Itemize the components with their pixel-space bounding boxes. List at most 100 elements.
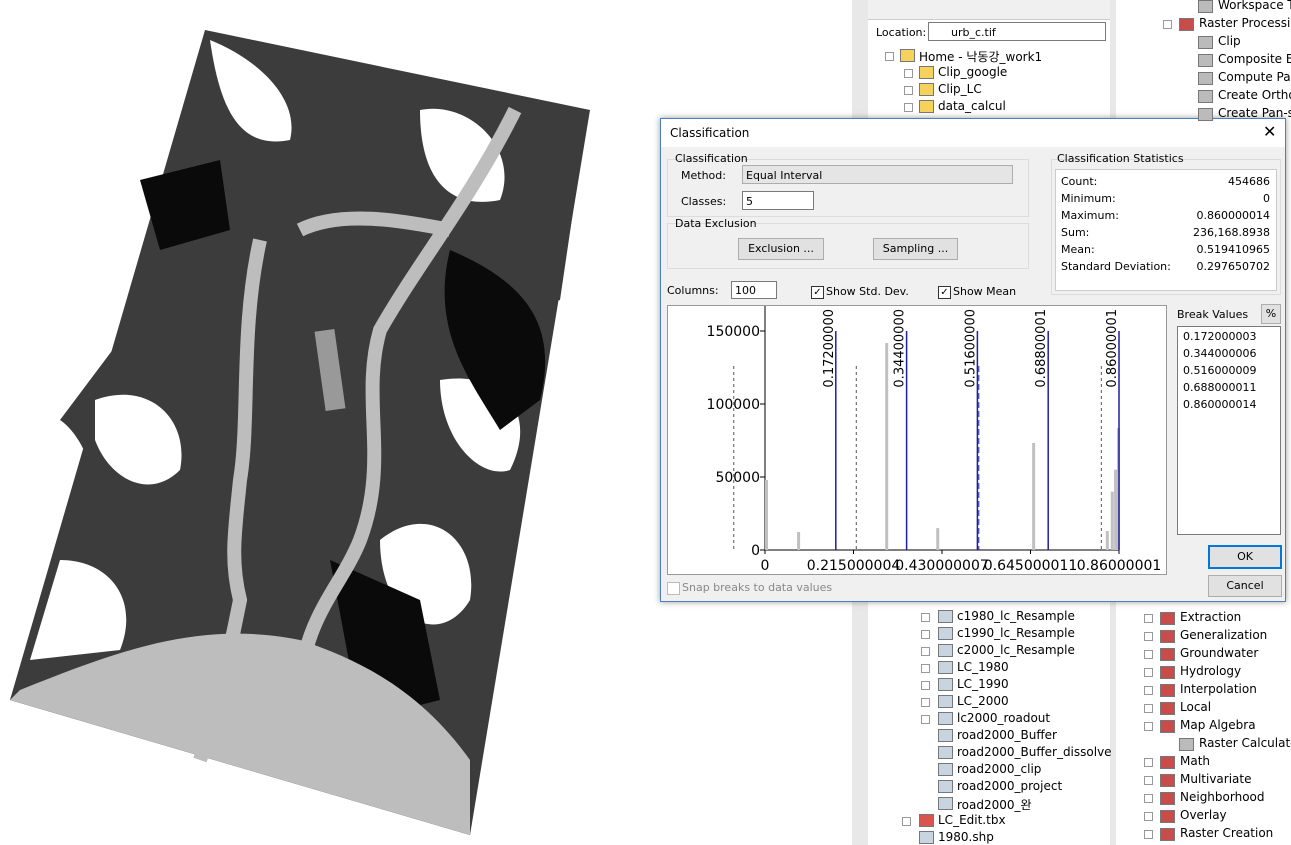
expander[interactable]: [1144, 650, 1153, 659]
item-icon: [1179, 18, 1194, 31]
tool-item[interactable]: Clip: [1218, 34, 1241, 48]
item-icon: [938, 729, 953, 742]
tool-item[interactable]: Raster Creation: [1180, 826, 1273, 840]
tool-item[interactable]: Groundwater: [1180, 646, 1258, 660]
sampling-button[interactable]: Sampling ...: [873, 238, 958, 260]
bar: [1106, 531, 1109, 550]
title-bar: [661, 119, 1285, 147]
expander[interactable]: [1163, 20, 1172, 29]
catalog-item[interactable]: LC_1990: [957, 677, 1009, 691]
expander[interactable]: [1144, 668, 1153, 677]
tool-item[interactable]: Create Ortho: [1218, 88, 1291, 102]
tool-item[interactable]: Map Algebra: [1180, 718, 1256, 732]
expander[interactable]: [1144, 794, 1153, 803]
catalog-item[interactable]: road2000_Buffer: [957, 728, 1057, 742]
expander[interactable]: [1144, 704, 1153, 713]
location-field[interactable]: urb_c.tif: [928, 22, 1106, 41]
expander[interactable]: [902, 817, 911, 826]
break-value[interactable]: 0.344000006: [1183, 347, 1256, 360]
expander[interactable]: [1144, 812, 1153, 821]
catalog-item[interactable]: LC_Edit.tbx: [938, 813, 1006, 827]
tool-item[interactable]: Math: [1180, 754, 1210, 768]
item-icon: [1198, 36, 1213, 49]
catalog-item[interactable]: road2000_project: [957, 779, 1062, 793]
catalog-item[interactable]: LC_1980: [957, 660, 1009, 674]
expander[interactable]: [1144, 758, 1153, 767]
catalog-item[interactable]: c1980_lc_Resample: [957, 609, 1075, 623]
break-value[interactable]: 0.688000011: [1183, 381, 1256, 394]
expander[interactable]: [921, 613, 930, 622]
catalog-item[interactable]: 1980.shp: [938, 830, 994, 844]
item-icon: [919, 100, 934, 113]
statistics-title: Classification Statistics: [1057, 152, 1184, 165]
tool-item[interactable]: Extraction: [1180, 610, 1241, 624]
tool-item[interactable]: Overlay: [1180, 808, 1227, 822]
expander[interactable]: [921, 681, 930, 690]
catalog-item[interactable]: road2000_완: [957, 796, 1032, 813]
catalog-item[interactable]: Clip_google: [938, 65, 1007, 79]
classes-select[interactable]: 5: [742, 191, 814, 210]
expander[interactable]: [1144, 722, 1153, 731]
percent-button[interactable]: %: [1261, 304, 1281, 324]
exclusion-button[interactable]: Exclusion ...: [738, 238, 824, 260]
expander[interactable]: [921, 715, 930, 724]
checkbox[interactable]: [667, 582, 680, 595]
expander[interactable]: [885, 52, 894, 61]
method-label: Method:: [681, 169, 726, 182]
stat-value: 0.860000014: [1197, 209, 1270, 222]
catalog-item[interactable]: c2000_lc_Resample: [957, 643, 1075, 657]
catalog-item[interactable]: Home - 낙동강_work1: [919, 48, 1042, 65]
columns-label: Columns:: [667, 284, 719, 297]
tool-item[interactable]: Multivariate: [1180, 772, 1252, 786]
break-label: 0.34400000: [893, 309, 908, 388]
expander[interactable]: [1144, 632, 1153, 641]
tool-item[interactable]: Hydrology: [1180, 664, 1241, 678]
tool-item[interactable]: Raster Processing: [1199, 16, 1291, 30]
tool-item[interactable]: Workspace To: [1218, 0, 1291, 12]
catalog-item[interactable]: road2000_clip: [957, 762, 1041, 776]
catalog-item[interactable]: road2000_Buffer_dissolve: [957, 745, 1112, 759]
catalog-item[interactable]: c1990_lc_Resample: [957, 626, 1075, 640]
cancel-button[interactable]: Cancel: [1208, 575, 1282, 597]
checkbox-label: Snap breaks to data values: [682, 581, 832, 594]
tool-item[interactable]: Neighborhood: [1180, 790, 1265, 804]
tool-item[interactable]: Generalization: [1180, 628, 1267, 642]
catalog-item[interactable]: LC_2000: [957, 694, 1009, 708]
break-values-list: 0.172000003 0.344000006 0.516000009 0.68800…: [1177, 326, 1281, 535]
tool-item[interactable]: Composite Ba: [1218, 52, 1291, 66]
bar: [765, 480, 768, 550]
tool-item[interactable]: Compute Pan: [1218, 70, 1291, 84]
catalog-item[interactable]: Clip_LC: [938, 82, 982, 96]
expander[interactable]: [921, 647, 930, 656]
catalog-item[interactable]: lc2000_roadout: [957, 711, 1050, 725]
ok-button[interactable]: OK: [1208, 545, 1282, 569]
expander[interactable]: [904, 86, 913, 95]
break-value[interactable]: 0.172000003: [1183, 330, 1256, 343]
expander[interactable]: [904, 103, 913, 112]
expander[interactable]: [1144, 686, 1153, 695]
checkbox[interactable]: ✓: [811, 286, 824, 299]
checkbox[interactable]: ✓: [938, 286, 951, 299]
item-icon: [1160, 684, 1175, 697]
item-icon: [1198, 0, 1213, 13]
expander[interactable]: [1144, 614, 1153, 623]
expander[interactable]: [921, 698, 930, 707]
break-value[interactable]: 0.860000014: [1183, 398, 1256, 411]
tool-item[interactable]: Interpolation: [1180, 682, 1257, 696]
break-label: 0.68800001: [1034, 309, 1049, 388]
tool-item[interactable]: Create Pan-sh: [1218, 106, 1291, 120]
bar: [936, 528, 939, 550]
break-label: 0.51600000: [963, 309, 978, 388]
close-button[interactable]: ✕: [1263, 122, 1276, 141]
break-value[interactable]: 0.516000009: [1183, 364, 1256, 377]
expander[interactable]: [1144, 830, 1153, 839]
tool-item[interactable]: Raster Calculator: [1199, 736, 1291, 750]
tool-item[interactable]: Local: [1180, 700, 1211, 714]
expander[interactable]: [1144, 776, 1153, 785]
columns-field[interactable]: 100: [731, 281, 777, 299]
catalog-item[interactable]: data_calcul: [938, 99, 1006, 113]
method-select[interactable]: Equal Interval: [742, 165, 1013, 184]
expander[interactable]: [904, 69, 913, 78]
expander[interactable]: [921, 630, 930, 639]
expander[interactable]: [921, 664, 930, 673]
